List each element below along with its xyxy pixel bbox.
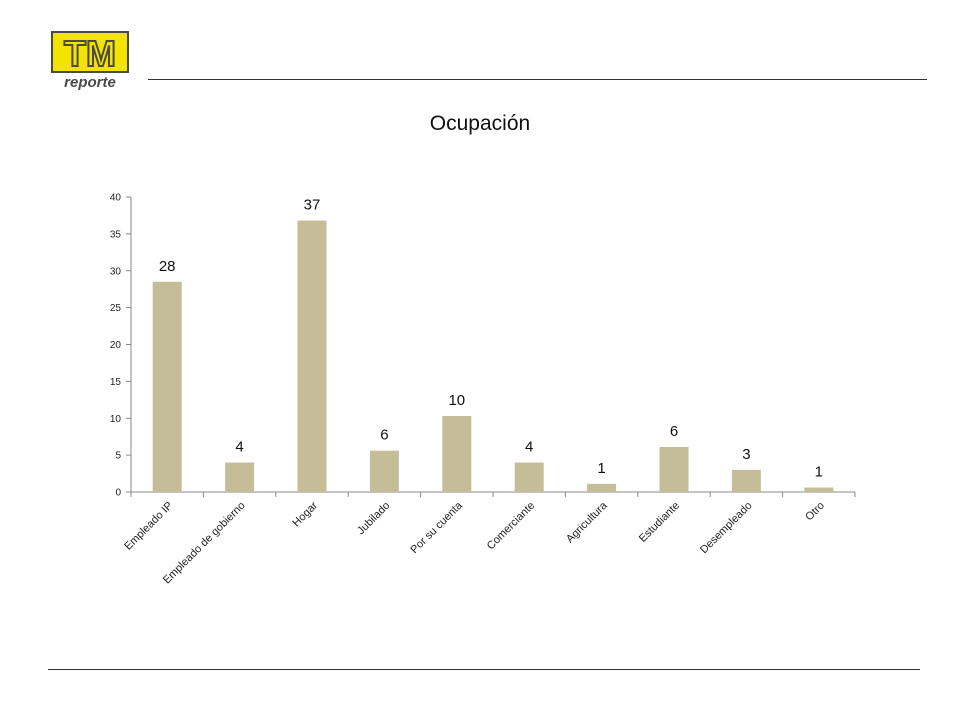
data-label: 4 xyxy=(235,439,243,456)
y-tick-label: 40 xyxy=(110,193,122,204)
y-tick-label: 25 xyxy=(110,303,122,314)
y-tick-label: 15 xyxy=(110,377,122,388)
logo-sub-text: reporte xyxy=(64,74,116,91)
category-label: Hogar xyxy=(290,499,320,529)
bar xyxy=(152,281,182,492)
bar xyxy=(442,416,472,492)
bar xyxy=(659,447,689,492)
logo-box xyxy=(51,31,129,73)
bar xyxy=(297,220,327,492)
bar xyxy=(731,469,761,492)
category-label: Otro xyxy=(803,500,827,524)
chart-title: Ocupación xyxy=(429,112,531,135)
category-label: Jubilado xyxy=(355,500,392,537)
bar xyxy=(804,487,834,492)
footer-rule xyxy=(48,669,920,670)
data-label: 6 xyxy=(670,423,678,440)
bar xyxy=(369,450,399,492)
data-label: 3 xyxy=(742,446,750,463)
y-tick-label: 0 xyxy=(115,488,121,499)
data-label: 4 xyxy=(525,439,533,456)
y-axis: 0 5 10 15 20 25 30 35 40 xyxy=(110,193,132,499)
y-tick-label: 35 xyxy=(110,229,122,240)
data-label: 28 xyxy=(159,258,176,275)
x-axis xyxy=(130,491,856,497)
category-label: Desempleado xyxy=(698,500,754,556)
category-label: Estudiante xyxy=(637,500,682,545)
y-tick-label: 30 xyxy=(110,266,122,277)
y-tick-label: 10 xyxy=(110,414,122,425)
y-tick-label: 5 xyxy=(115,451,121,462)
data-label: 1 xyxy=(815,464,823,481)
category-label: Empleado de gobierno xyxy=(161,500,248,587)
category-label: Por su cuenta xyxy=(408,499,465,556)
bar xyxy=(225,462,255,492)
category-label: Agricultura xyxy=(564,499,610,545)
tm-reporte-logo: TM reporte xyxy=(51,31,129,91)
bar xyxy=(514,462,544,492)
data-label: 37 xyxy=(304,197,321,214)
data-label: 6 xyxy=(380,427,388,444)
data-labels: 28 4 37 6 10 4 1 6 3 1 xyxy=(159,197,823,481)
bar xyxy=(587,483,617,492)
header-rule xyxy=(148,79,927,80)
data-label: 1 xyxy=(597,460,605,477)
logo-main-text: TM xyxy=(64,33,116,74)
category-label: Empleado IP xyxy=(122,500,175,553)
bar-chart: 0 5 10 15 20 25 30 35 40 28 4 37 6 10 4 1 6 3 1 Empleado … xyxy=(110,193,856,586)
category-label: Comerciante xyxy=(485,500,538,553)
bars xyxy=(152,220,834,492)
y-tick-label: 20 xyxy=(110,340,122,351)
data-label: 10 xyxy=(448,392,465,409)
